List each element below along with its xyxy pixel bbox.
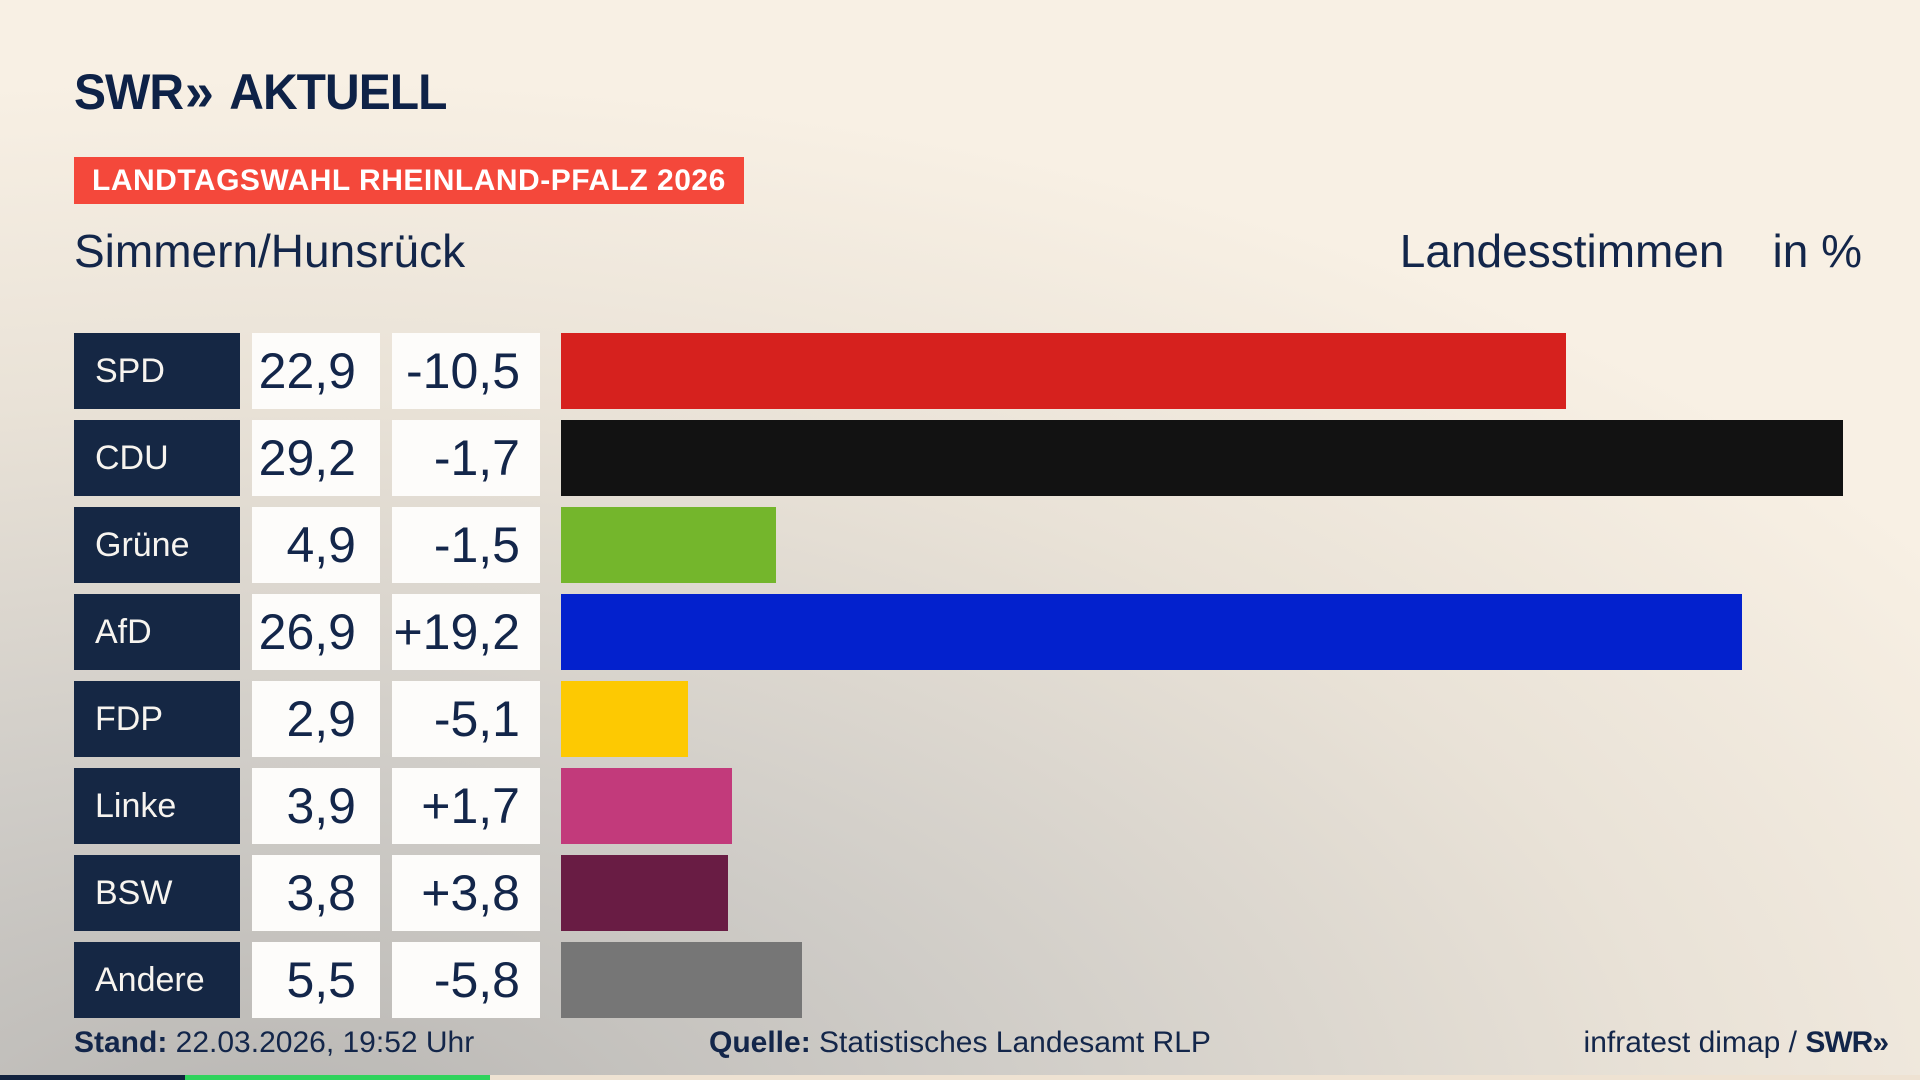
party-label: CDU	[74, 420, 240, 496]
party-change: -1,7	[392, 420, 540, 496]
party-label: Linke	[74, 768, 240, 844]
progress-segment	[490, 1075, 1920, 1080]
party-bar	[561, 768, 732, 844]
party-change: +1,7	[392, 768, 540, 844]
party-bar	[561, 681, 688, 757]
table-row: AfD 26,9 +19,2	[74, 594, 1920, 670]
party-bar	[561, 594, 1742, 670]
stand-label: Stand:	[74, 1026, 168, 1059]
party-value: 22,9	[252, 333, 380, 409]
table-row: SPD 22,9 -10,5	[74, 333, 1920, 409]
double-chevron-icon: »	[185, 62, 214, 122]
results-table: SPD 22,9 -10,5 CDU 29,2 -1,7 Grüne 4,9 -…	[74, 333, 1920, 1029]
double-chevron-icon: »	[1872, 1026, 1889, 1059]
party-label: FDP	[74, 681, 240, 757]
source: Quelle: Statistisches Landesamt RLP	[709, 1026, 1211, 1060]
swr-mini-logo: SWR»	[1805, 1026, 1889, 1059]
constituency-title: Simmern/Hunsrück	[74, 225, 466, 277]
party-label: AfD	[74, 594, 240, 670]
title-row: Simmern/Hunsrück Landesstimmen in %	[74, 224, 1862, 280]
table-row: BSW 3,8 +3,8	[74, 855, 1920, 931]
party-label: Andere	[74, 942, 240, 1018]
party-bar	[561, 507, 776, 583]
table-row: CDU 29,2 -1,7	[74, 420, 1920, 496]
party-change: +19,2	[392, 594, 540, 670]
vote-type-heading: Landesstimmen in %	[1400, 224, 1862, 278]
party-value: 5,5	[252, 942, 380, 1018]
quelle-label: Quelle:	[709, 1026, 811, 1059]
table-row: FDP 2,9 -5,1	[74, 681, 1920, 757]
party-bar	[561, 942, 802, 1018]
party-change: -5,1	[392, 681, 540, 757]
party-value: 26,9	[252, 594, 380, 670]
party-value: 3,8	[252, 855, 380, 931]
video-progress-bar	[0, 1075, 1920, 1080]
progress-segment	[185, 1075, 490, 1080]
party-change: -1,5	[392, 507, 540, 583]
quelle-value: Statistisches Landesamt RLP	[819, 1026, 1211, 1059]
party-label: BSW	[74, 855, 240, 931]
timestamp: Stand: 22.03.2026, 19:52 Uhr	[74, 1026, 474, 1060]
stand-value: 22.03.2026, 19:52 Uhr	[175, 1026, 475, 1059]
swr-logo-text: SWR	[74, 64, 184, 120]
vote-type-label: Landesstimmen	[1399, 225, 1725, 277]
table-row: Grüne 4,9 -1,5	[74, 507, 1920, 583]
party-change: -10,5	[392, 333, 540, 409]
swr-aktuell-logo: SWR» AKTUELL	[74, 62, 447, 122]
party-value: 3,9	[252, 768, 380, 844]
progress-segment	[0, 1075, 185, 1080]
party-change: -5,8	[392, 942, 540, 1018]
party-label: SPD	[74, 333, 240, 409]
party-value: 2,9	[252, 681, 380, 757]
footer: Stand: 22.03.2026, 19:52 Uhr Quelle: Sta…	[0, 1026, 1920, 1070]
party-bar	[561, 333, 1566, 409]
party-bar	[561, 420, 1843, 496]
party-bar	[561, 855, 728, 931]
party-value: 4,9	[252, 507, 380, 583]
table-row: Linke 3,9 +1,7	[74, 768, 1920, 844]
party-change: +3,8	[392, 855, 540, 931]
party-value: 29,2	[252, 420, 380, 496]
party-label: Grüne	[74, 507, 240, 583]
aktuell-logo-text: AKTUELL	[229, 64, 447, 120]
election-banner: LANDTAGSWAHL RHEINLAND-PFALZ 2026	[74, 157, 744, 204]
unit-label: in %	[1772, 225, 1862, 277]
credit-text: infratest dimap /	[1583, 1026, 1797, 1059]
table-row: Andere 5,5 -5,8	[74, 942, 1920, 1018]
credit: infratest dimap / SWR»	[1583, 1026, 1889, 1060]
